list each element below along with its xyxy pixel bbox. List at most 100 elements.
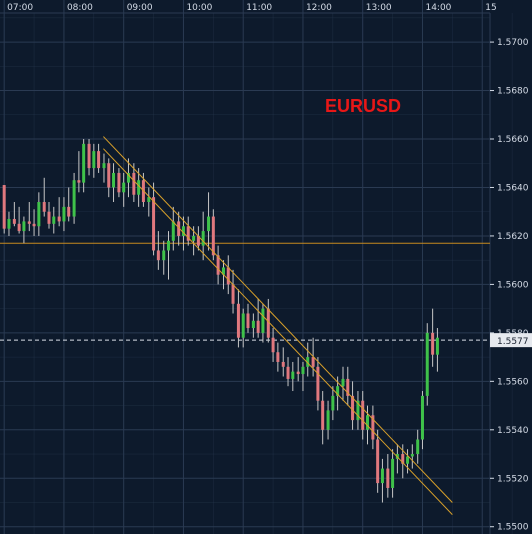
candle-body (72, 180, 76, 217)
candle-body (2, 185, 6, 229)
candle-body (380, 468, 384, 484)
candle-body (177, 221, 181, 236)
candle-body (152, 197, 156, 251)
candle-body (201, 231, 205, 246)
candle-body (32, 223, 36, 227)
candle-body (351, 395, 355, 421)
candle-body (356, 400, 360, 421)
candle-body (171, 221, 175, 241)
candle-body (102, 163, 106, 169)
candle-body (97, 151, 101, 169)
candle-body (386, 468, 390, 488)
current-price-box (490, 333, 532, 348)
candle-body (132, 172, 136, 195)
candle-body (336, 386, 340, 396)
candle-body (211, 216, 215, 256)
candle-body (181, 226, 185, 236)
candle-body (401, 454, 405, 464)
candle-body (226, 267, 230, 285)
candle-body (57, 216, 61, 222)
candle-body (147, 197, 151, 203)
candle-body (207, 216, 211, 232)
y-tick-label: 1.5620 (497, 232, 529, 242)
candle-body (236, 303, 240, 338)
candle-body (420, 395, 424, 440)
candle-body (77, 180, 81, 183)
candle-body (52, 216, 56, 224)
candle-body (27, 221, 31, 224)
y-tick-label: 1.5680 (497, 87, 529, 97)
candle-body (167, 240, 171, 251)
candle-body (17, 223, 21, 232)
candle-body (231, 284, 235, 304)
candle-body (425, 332, 429, 396)
candle-body (216, 255, 220, 275)
candle-body (286, 366, 290, 379)
candle-body (371, 415, 375, 440)
candle-body (391, 458, 395, 488)
candle-body (12, 218, 16, 224)
candle-body (82, 143, 86, 183)
candle-body (341, 378, 345, 387)
candle-body (47, 211, 51, 224)
candle-body (67, 206, 71, 217)
candle-body (122, 182, 126, 193)
x-tick-label: 08:00 (67, 3, 93, 13)
trendline (103, 136, 453, 503)
y-tick-label: 1.5500 (497, 523, 529, 533)
candle-body (196, 235, 200, 246)
current-price-label: 1.5577 (497, 337, 529, 347)
candle-body (346, 378, 350, 396)
candle-body (251, 320, 255, 329)
x-tick-label: 15 (485, 3, 496, 13)
candle-body (156, 250, 160, 261)
candle-body (246, 313, 250, 329)
y-tick-label: 1.5640 (497, 183, 529, 193)
y-tick-label: 1.5600 (497, 280, 529, 290)
candle-body (42, 202, 46, 212)
candle-body (186, 226, 190, 241)
candle-body (311, 357, 315, 367)
candle-body (406, 456, 410, 464)
candle-body (7, 218, 11, 229)
candle-body (326, 410, 330, 430)
candle-body (192, 235, 196, 241)
candle-body (376, 439, 380, 484)
candle-body (221, 267, 225, 275)
candle-body (291, 371, 295, 379)
candle-body (321, 400, 325, 430)
candle-body (37, 202, 41, 227)
candle-body (281, 361, 285, 367)
y-tick-label: 1.5520 (497, 474, 529, 484)
candle-body (137, 180, 141, 195)
x-tick-label: 07:00 (7, 3, 33, 13)
candle-body (296, 371, 300, 375)
candle-body (266, 308, 270, 338)
grid-layer (0, 0, 513, 534)
candle-body (306, 357, 310, 367)
trendline-layer (103, 136, 453, 515)
candle-body (22, 221, 26, 232)
y-tick-label: 1.5700 (497, 38, 529, 48)
y-tick-label: 1.5560 (497, 377, 529, 387)
y-tick-label: 1.5540 (497, 426, 529, 436)
candle-body (435, 337, 439, 355)
candle-body (92, 151, 96, 169)
candle-body (117, 172, 121, 193)
candle-body (241, 313, 245, 338)
candle-body (62, 206, 66, 222)
x-tick-label: 11:00 (246, 3, 272, 13)
candle-body (331, 395, 335, 411)
candle-body (112, 172, 116, 188)
candle-body (276, 352, 280, 362)
candle-body (316, 366, 320, 401)
candle-body (410, 454, 414, 457)
x-tick-label: 14:00 (425, 3, 451, 13)
x-tick-label: 10:00 (186, 3, 212, 13)
candle-body (366, 415, 369, 430)
candle-body (416, 439, 420, 455)
axis-layer: 07:00 08:00 09:00 10:00 11:00 12:00 13:00 14:00… (7, 3, 532, 533)
x-tick-label: 09:00 (127, 3, 153, 13)
candle-layer (2, 139, 439, 503)
